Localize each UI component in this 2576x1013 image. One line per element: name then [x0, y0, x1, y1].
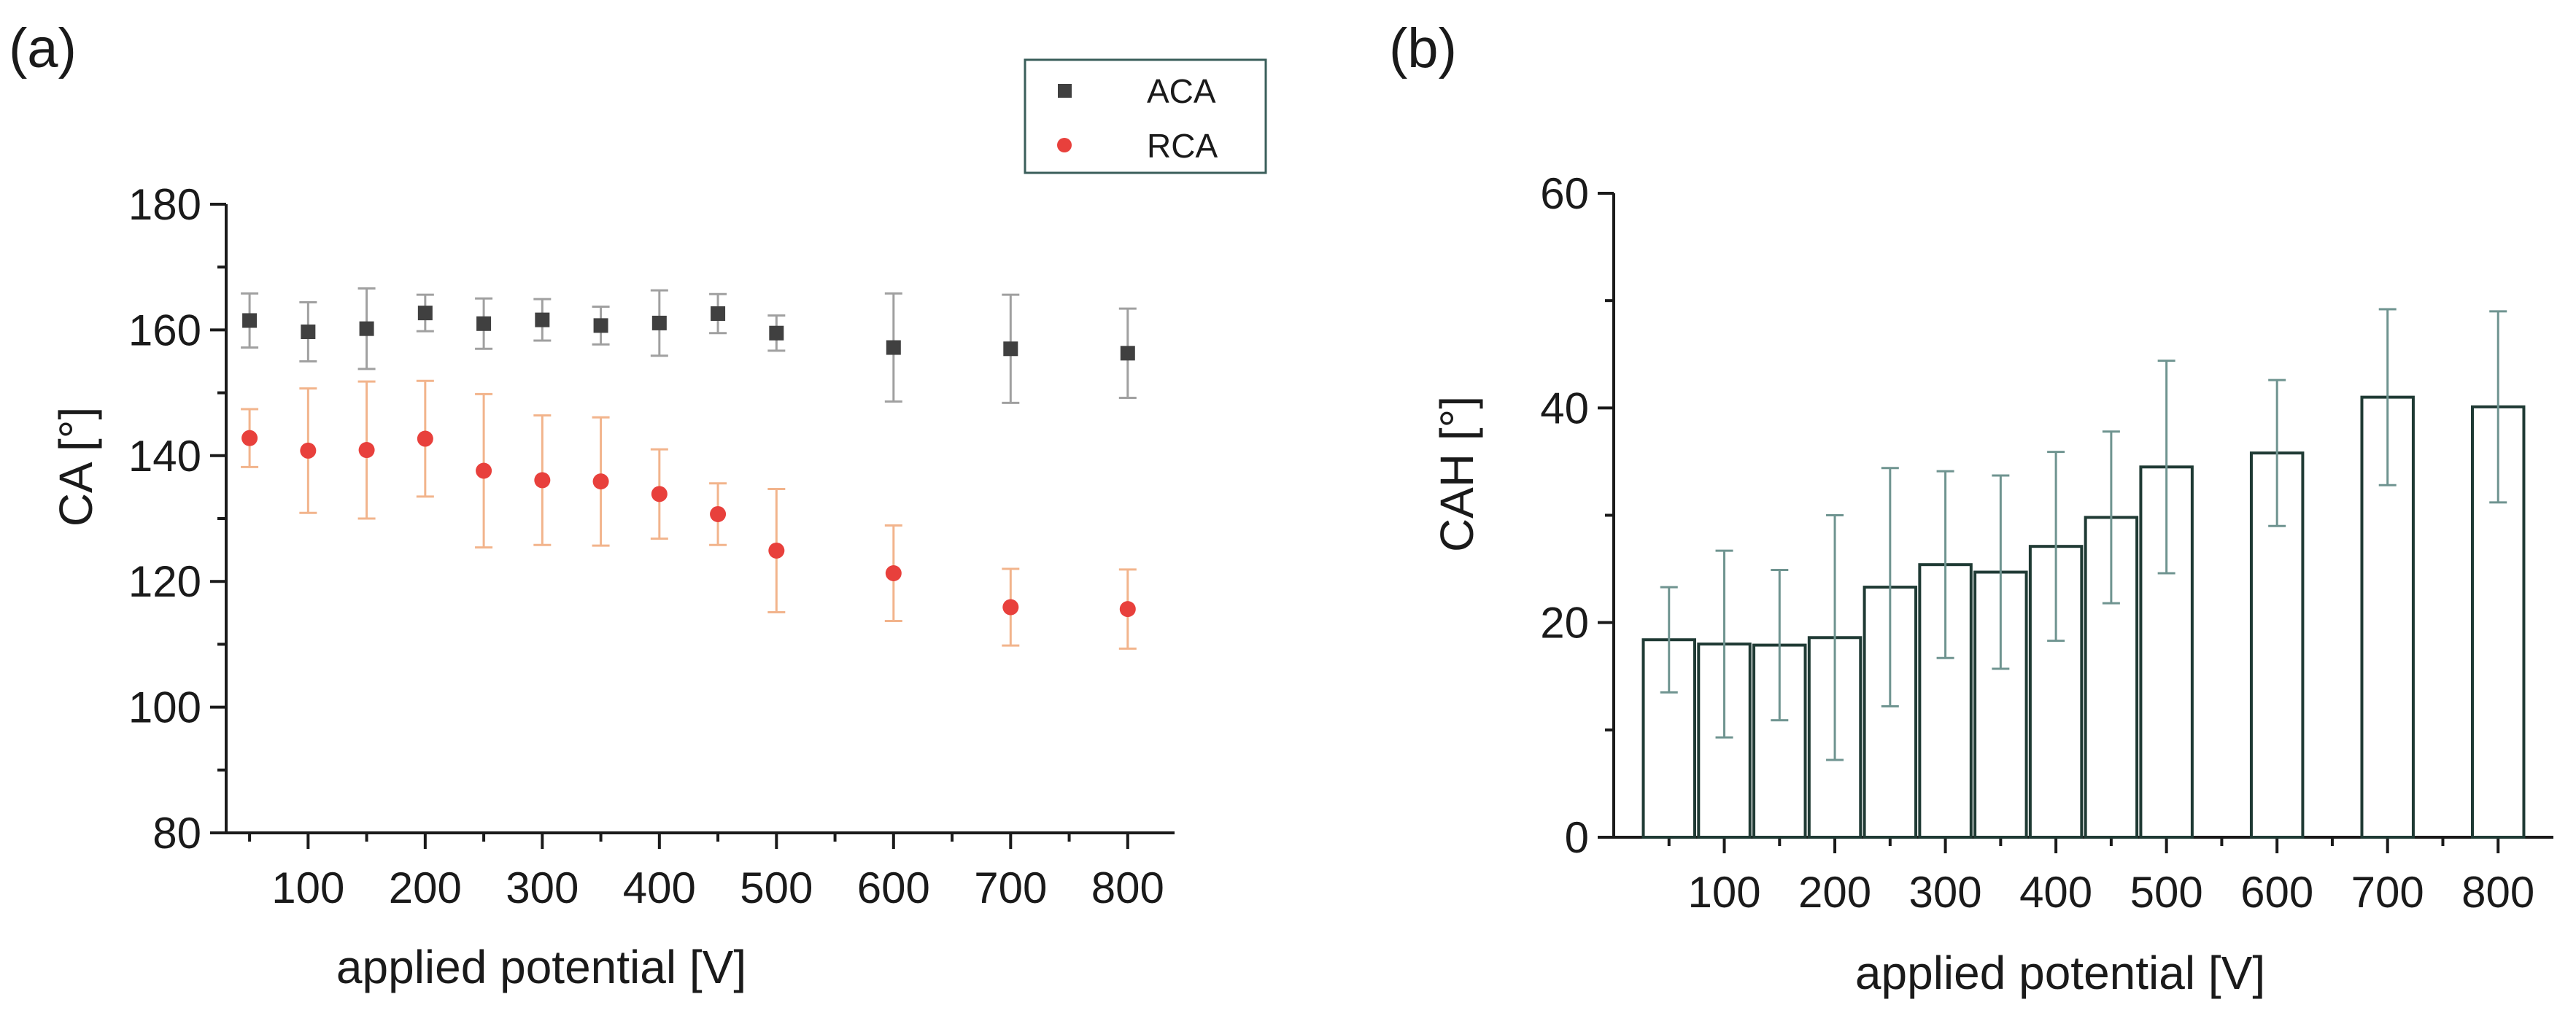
panel-b-y-tick-label: 20 — [1540, 599, 1589, 648]
rca-data-point — [476, 462, 492, 479]
rca-data-point — [651, 486, 668, 502]
aca-data-point — [711, 306, 726, 321]
panel-a-contact-angle-chart: (a) 100 200 300 400 500 600 700 800801001201401… — [9, 18, 1267, 993]
panel-b-y-tick-label: 60 — [1540, 169, 1589, 218]
panel-b-x-tick-label: 200 — [1798, 868, 1871, 917]
rca-data-point — [1002, 599, 1019, 616]
panel-a-legend: ACA RCA — [1024, 58, 1267, 174]
panel-b-y-tick-label: 0 — [1565, 813, 1589, 862]
legend-circle-marker — [1057, 138, 1072, 152]
aca-data-point — [359, 321, 374, 336]
panel-b-x-axis-title: applied potential [V] — [1855, 947, 2265, 999]
panel-a-y-tick-label: 120 — [128, 557, 201, 606]
panel-a-x-tick-label: 700 — [974, 863, 1047, 912]
legend-square-marker — [1058, 84, 1072, 98]
aca-data-point — [476, 316, 492, 331]
panel-b-y-tick-label: 40 — [1540, 384, 1589, 432]
panel-b-y-axis-title: CAH [°] — [1431, 396, 1483, 552]
panel-b-hysteresis-chart: (b) 100 200 300 400 500 600 700 800 0 20 40 60 appl… — [1389, 18, 2553, 999]
rca-data-point — [534, 472, 551, 489]
panel-a-x-tick-label: 500 — [740, 863, 813, 912]
rca-data-point — [241, 430, 258, 446]
aca-data-point — [1003, 341, 1018, 357]
panel-a-x-tick-label: 100 — [271, 863, 344, 912]
panel-b-data — [1641, 308, 2526, 839]
panel-a-data — [241, 287, 1137, 650]
legend-label-aca: ACA — [1147, 72, 1216, 110]
rca-data-point — [417, 430, 433, 447]
panel-a-y-tick-label: 80 — [152, 809, 201, 858]
aca-data-point — [242, 313, 258, 328]
panel-b-x-tick-label: 700 — [2351, 868, 2424, 917]
panel-a-x-tick-label: 300 — [506, 863, 579, 912]
panel-b-x-tick-label: 800 — [2461, 868, 2534, 917]
aca-data-point — [651, 315, 667, 330]
panel-a-label: (a) — [9, 18, 77, 79]
panel-b-x-tick-label: 600 — [2240, 868, 2313, 917]
panel-b-x-tick-label: 100 — [1687, 868, 1760, 917]
panel-a-x-tick-label: 400 — [623, 863, 696, 912]
panel-a-x-tick-label: 800 — [1091, 863, 1164, 912]
panel-a-y-tick-label: 180 — [128, 180, 201, 229]
rca-data-point — [768, 542, 785, 559]
aca-data-point — [417, 306, 433, 321]
aca-data-point — [1120, 346, 1135, 361]
rca-data-point — [300, 442, 317, 459]
rca-data-point — [1119, 601, 1136, 618]
panel-b-label: (b) — [1389, 18, 1457, 79]
panel-b-x-tick-label: 300 — [1909, 868, 1982, 917]
panel-b-x-tick-label: 400 — [2019, 868, 2092, 917]
rca-data-point — [592, 473, 609, 490]
legend-box — [1024, 58, 1267, 174]
aca-data-point — [535, 312, 550, 327]
panel-a-axes: 100 200 300 400 500 600 700 800 80 100 120 140 160 18… — [128, 180, 1175, 912]
panel-a-y-tick-label: 160 — [128, 306, 201, 354]
panel-a-y-tick-label: 100 — [128, 683, 201, 732]
panel-b-x-tick-label: 500 — [2130, 868, 2203, 917]
legend-label-rca: RCA — [1147, 127, 1218, 165]
aca-data-point — [301, 324, 316, 339]
aca-data-point — [769, 325, 784, 341]
panel-a-x-tick-label: 600 — [857, 863, 930, 912]
panel-a-x-tick-label: 200 — [389, 863, 462, 912]
panel-a-y-axis-title: CA [°] — [50, 407, 102, 527]
rca-data-point — [885, 564, 902, 581]
rca-data-point — [358, 442, 375, 459]
panel-a-x-axis-title: applied potential [V] — [336, 941, 746, 993]
panel-a-y-tick-label: 140 — [128, 432, 201, 481]
panel-b-axes: 100 200 300 400 500 600 700 800 0 20 40 60 — [1540, 169, 2553, 917]
rca-data-point — [710, 505, 727, 522]
aca-data-point — [593, 318, 608, 333]
aca-data-point — [886, 340, 901, 355]
